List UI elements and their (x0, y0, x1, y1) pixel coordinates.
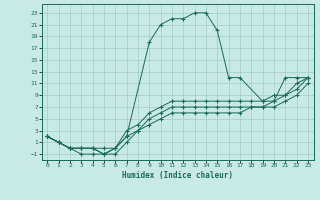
X-axis label: Humidex (Indice chaleur): Humidex (Indice chaleur) (122, 171, 233, 180)
